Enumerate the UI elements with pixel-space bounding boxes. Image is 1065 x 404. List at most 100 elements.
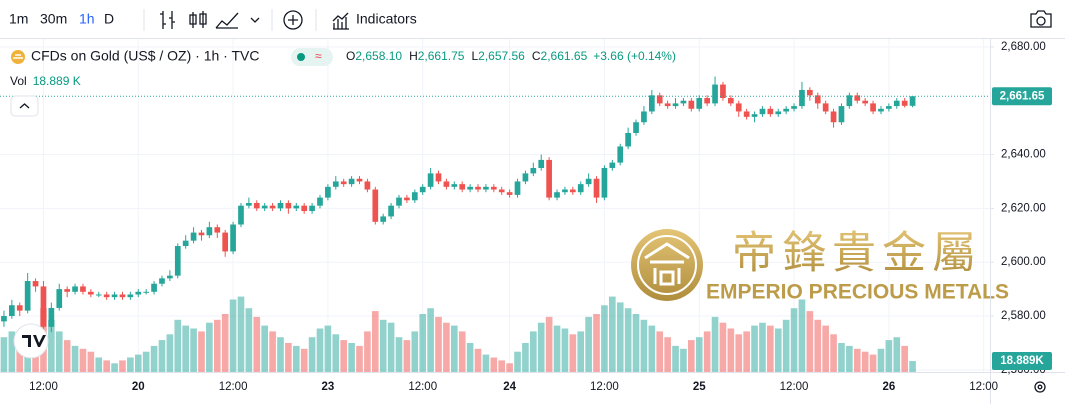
volume-bar bbox=[609, 296, 616, 372]
add-icon[interactable] bbox=[283, 10, 303, 30]
indicators-icon[interactable] bbox=[332, 12, 349, 30]
candle-body bbox=[372, 189, 379, 222]
candle-body bbox=[901, 100, 908, 106]
timeframe[interactable]: 1m bbox=[9, 11, 28, 27]
volume-bar bbox=[261, 325, 269, 372]
candle-body bbox=[767, 108, 774, 115]
candles-icon[interactable] bbox=[189, 11, 207, 28]
ohlc-value: 2,658.10 bbox=[355, 49, 402, 63]
candle-body bbox=[617, 146, 624, 163]
volume-tag-label: 18.889K bbox=[1000, 355, 1044, 367]
candle-body bbox=[174, 246, 181, 276]
candle-body bbox=[9, 305, 15, 317]
timeframe[interactable]: D bbox=[104, 11, 114, 27]
timeframe[interactable]: 1h bbox=[79, 11, 95, 27]
candle-body bbox=[704, 98, 710, 104]
candle-body bbox=[325, 186, 331, 198]
candle-body bbox=[404, 197, 410, 201]
bars-icon[interactable] bbox=[160, 11, 175, 29]
area-icon[interactable] bbox=[215, 12, 239, 29]
candle-body bbox=[301, 205, 308, 212]
candle-body bbox=[238, 205, 244, 225]
legend: CFDs on Gold (US$ / OZ) · 1h · TVC ≈ O2,… bbox=[10, 48, 676, 117]
candle-body bbox=[1, 316, 7, 322]
volume-bar bbox=[814, 319, 822, 372]
volume-bar bbox=[624, 308, 632, 372]
volume-bar bbox=[893, 337, 901, 372]
volume-bar bbox=[103, 360, 110, 372]
candle-body bbox=[728, 98, 734, 104]
price-tag bbox=[992, 87, 1052, 106]
volume-bar bbox=[269, 331, 276, 372]
volume-bar bbox=[316, 328, 324, 372]
volume-bar bbox=[838, 343, 845, 372]
candle-body bbox=[388, 205, 394, 217]
volume-bar bbox=[198, 331, 205, 372]
volume-bar bbox=[877, 348, 885, 372]
candle-body bbox=[807, 89, 813, 96]
candle-body bbox=[530, 167, 537, 174]
candle-body bbox=[514, 181, 521, 195]
chevron[interactable] bbox=[250, 17, 260, 23]
candle-body bbox=[893, 100, 900, 107]
volume-tag bbox=[992, 352, 1052, 371]
x-tick-label: 20 bbox=[132, 381, 145, 393]
volume-bar bbox=[253, 316, 261, 372]
volume-bar bbox=[466, 343, 474, 372]
candle-body bbox=[712, 84, 718, 104]
candle-body bbox=[190, 232, 197, 241]
x-tick-label: 12:00 bbox=[780, 381, 809, 393]
candle-body bbox=[467, 186, 473, 190]
indicators-button[interactable]: Indicators bbox=[356, 11, 417, 27]
settings-icon[interactable] bbox=[1034, 381, 1046, 393]
candle-body bbox=[554, 192, 560, 198]
volume-bar bbox=[790, 308, 798, 372]
candle-body bbox=[838, 106, 845, 123]
candle-body bbox=[585, 178, 592, 185]
logo-mark bbox=[644, 242, 690, 286]
volume-bar bbox=[506, 363, 513, 372]
ohlc-key: L bbox=[471, 49, 478, 63]
candle-body bbox=[672, 103, 679, 107]
candle-body bbox=[830, 111, 837, 123]
y-tick-label: 2,640.00 bbox=[1001, 149, 1046, 161]
x-tick-label: 12:00 bbox=[408, 381, 437, 393]
candle-body bbox=[119, 294, 126, 298]
candle-body bbox=[72, 286, 78, 292]
volume-bar bbox=[577, 331, 585, 372]
volume-legend: Vol 18.889 K bbox=[10, 74, 81, 88]
candle-body bbox=[854, 95, 861, 101]
ohlc: O2,658.10 H2,661.75 L2,657.56 C2,661.65 +3.6… bbox=[346, 49, 676, 63]
candle-body bbox=[285, 202, 292, 209]
volume-bar bbox=[909, 361, 916, 372]
candle-body bbox=[759, 108, 766, 115]
candle-body bbox=[562, 189, 568, 193]
volume-bar bbox=[87, 351, 95, 372]
candle-body bbox=[269, 205, 276, 209]
x-tick-label: 12:00 bbox=[590, 381, 619, 393]
volume-bar bbox=[545, 316, 553, 372]
volume-bar bbox=[285, 343, 292, 372]
candle-body bbox=[411, 192, 418, 201]
volume-bar bbox=[798, 299, 806, 372]
timeframe[interactable]: 30m bbox=[40, 11, 67, 27]
camera-icon[interactable] bbox=[1030, 10, 1052, 28]
volume-bar bbox=[782, 319, 790, 372]
volume-bar bbox=[719, 322, 727, 372]
candle-body bbox=[498, 189, 505, 193]
volume-bar bbox=[593, 314, 600, 372]
y-tick-label: 2,680.00 bbox=[1001, 41, 1046, 53]
collapse-button[interactable] bbox=[10, 95, 39, 117]
candle-body bbox=[293, 205, 300, 209]
volume-label: Vol bbox=[10, 74, 27, 88]
candle-body bbox=[735, 103, 742, 112]
volume-bar bbox=[245, 308, 253, 372]
volume-bar bbox=[427, 308, 434, 372]
volume-bar bbox=[861, 351, 869, 372]
volume-bar bbox=[664, 337, 671, 372]
candle-body bbox=[791, 106, 797, 109]
volume-bar bbox=[221, 314, 229, 372]
volume-bar bbox=[79, 348, 87, 372]
volume-bar bbox=[885, 340, 893, 372]
candle-body bbox=[886, 106, 892, 109]
